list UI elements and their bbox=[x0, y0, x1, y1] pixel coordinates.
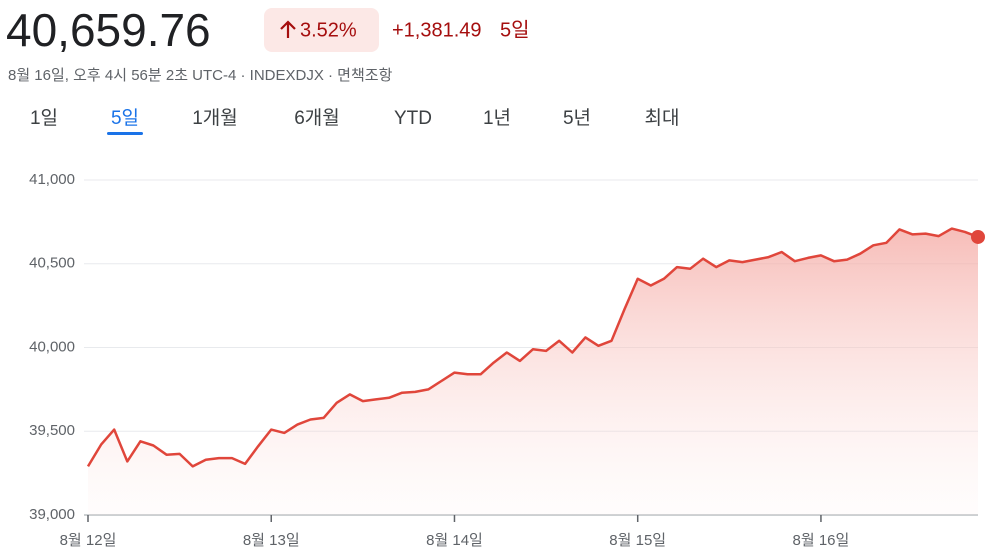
tab-underline bbox=[107, 132, 143, 135]
x-tick-label: 8월 14일 bbox=[426, 532, 483, 549]
tab[interactable]: 5년 bbox=[563, 107, 591, 129]
x-tick-label: 8월 15일 bbox=[609, 532, 666, 549]
tab[interactable]: YTD bbox=[394, 108, 432, 129]
change-value: +1,381.49 bbox=[392, 19, 482, 41]
end-dot bbox=[971, 229, 985, 244]
x-tick-label: 8월 12일 bbox=[60, 532, 117, 549]
x-tick-label: 8월 16일 bbox=[793, 532, 850, 549]
y-tick-label: 39,500 bbox=[29, 422, 75, 439]
plot: 39,000 39,500 40,000 40,500 41,000 8월 12일 8월 1… bbox=[29, 171, 985, 549]
line bbox=[86, 227, 979, 468]
subtitle: 8월 16일, 오후 4시 56분 2초 UTC-4 · INDEXDJX · … bbox=[8, 67, 393, 84]
tabs: 1일 5일 1개월 6개월 YTD 1년 5년 최대 bbox=[30, 107, 680, 135]
y-tick-label: 39,000 bbox=[29, 506, 75, 523]
tab[interactable]: 1일 bbox=[30, 107, 58, 129]
tab[interactable]: 5일 bbox=[111, 107, 139, 129]
y-tick-label: 40,500 bbox=[29, 255, 75, 272]
tab[interactable]: 최대 bbox=[645, 107, 680, 129]
tab[interactable]: 1개월 bbox=[192, 107, 238, 129]
change-badge bbox=[264, 8, 379, 52]
price: 40,659.76 bbox=[6, 4, 211, 56]
tab[interactable]: 6개월 bbox=[294, 107, 340, 129]
change-percent: 3.52% bbox=[300, 19, 357, 41]
up-arrow bbox=[280, 20, 296, 38]
tab[interactable]: 1년 bbox=[483, 107, 511, 129]
area bbox=[88, 228, 978, 515]
y-tick-label: 40,000 bbox=[29, 338, 75, 355]
y-tick-label: 41,000 bbox=[29, 171, 75, 188]
x-tick-label: 8월 13일 bbox=[243, 532, 300, 549]
period: 5일 bbox=[500, 18, 530, 41]
